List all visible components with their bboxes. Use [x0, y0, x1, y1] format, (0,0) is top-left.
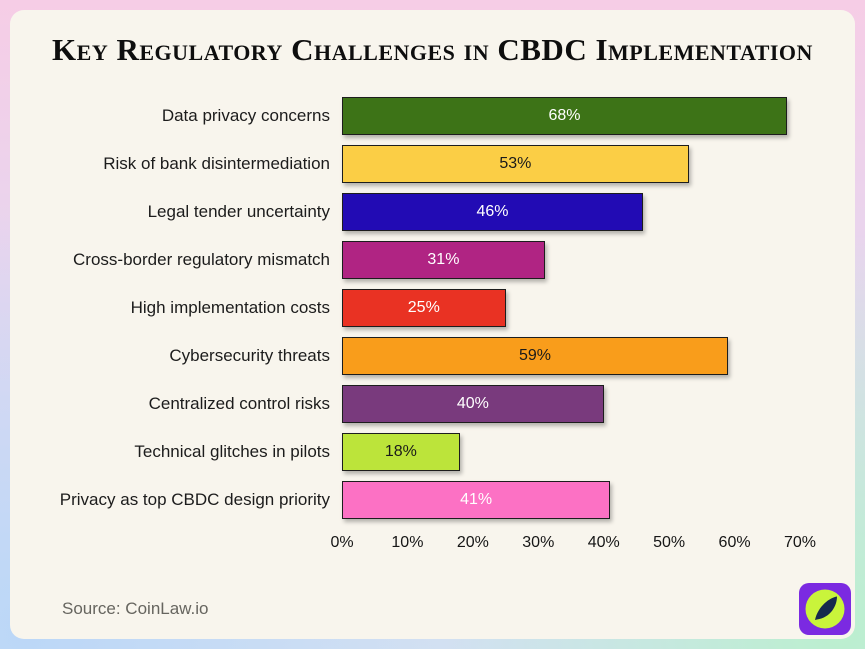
bar-value-label: 59% [518, 347, 552, 364]
bar-value-label: 53% [499, 155, 532, 172]
bar-track: 40% [342, 385, 800, 423]
bar-label: Centralized control risks [148, 394, 330, 413]
bar-value-label: 25% [407, 299, 440, 316]
bar-row: Privacy as top CBDC design priority 41% [32, 476, 855, 524]
x-axis-tick-label: 60% [718, 534, 751, 551]
bar-value-label: 40% [456, 395, 489, 412]
x-axis-tick-label: 20% [456, 534, 489, 551]
bar: 68% [342, 97, 787, 135]
chart-title: Key Regulatory Challenges in CBDC Implem… [52, 32, 813, 67]
x-axis-tick-label: 30% [522, 534, 555, 551]
bar-label: Legal tender uncertainty [147, 202, 330, 221]
bar-value-label: 31% [427, 251, 460, 268]
bar-row: Technical glitches in pilots 18% [32, 428, 855, 476]
bar-track: 31% [342, 241, 800, 279]
bar-track: 18% [342, 433, 800, 471]
bar-row: Cybersecurity threats 59% [32, 332, 855, 380]
x-axis-tick-label: 10% [391, 534, 424, 551]
bar-track: 25% [342, 289, 800, 327]
bar: 53% [342, 145, 689, 183]
x-axis: 0% 10% 20% 30% 40% 50% 60% 70% [330, 532, 816, 558]
bar-chart: Data privacy concerns 68% Risk of bank dis… [32, 92, 855, 558]
bar-value-label: 46% [476, 203, 509, 220]
bar-label: Privacy as top CBDC design priority [59, 490, 330, 509]
bar-row: Legal tender uncertainty 46% [32, 188, 855, 236]
bar-value-label: 18% [384, 443, 417, 460]
bar: 18% [342, 433, 460, 471]
bar: 25% [342, 289, 506, 327]
x-axis-tick-label: 40% [587, 534, 620, 551]
bar-row: Risk of bank disintermediation 53% [32, 140, 855, 188]
bar-label: Technical glitches in pilots [134, 442, 330, 461]
bar-row: Centralized control risks 40% [32, 380, 855, 428]
bar: 46% [342, 193, 643, 231]
coinlaw-logo-icon [799, 583, 851, 635]
chart-rows: Data privacy concerns 68% Risk of bank dis… [32, 92, 855, 524]
coinlaw-logo [799, 583, 851, 635]
bar-label: Cross-border regulatory mismatch [73, 250, 330, 269]
x-axis-tick-label: 70% [783, 534, 817, 551]
x-axis-tick-label: 50% [653, 534, 686, 551]
bar: 41% [342, 481, 611, 519]
bar-track: 46% [342, 193, 800, 231]
bar-track: 53% [342, 145, 800, 183]
bar-track: 59% [342, 337, 800, 375]
bar: 59% [342, 337, 729, 375]
bar-track: 68% [342, 97, 800, 135]
bar-row: Cross-border regulatory mismatch 31% [32, 236, 855, 284]
bar: 40% [342, 385, 604, 423]
bar-label: Cybersecurity threats [169, 346, 330, 365]
bar-label: Data privacy concerns [161, 106, 330, 125]
bar-label: High implementation costs [130, 298, 330, 317]
source-text: Source: CoinLaw.io [62, 599, 209, 618]
bar-value-label: 41% [460, 491, 493, 508]
bar-label: Risk of bank disintermediation [103, 154, 330, 173]
bar: 31% [342, 241, 545, 279]
bar-track: 41% [342, 481, 800, 519]
chart-card: Key Regulatory Challenges in CBDC Implem… [10, 10, 855, 639]
bar-row: High implementation costs 25% [32, 284, 855, 332]
bar-value-label: 68% [548, 107, 581, 124]
bar-row: Data privacy concerns 68% [32, 92, 855, 140]
x-axis-tick-label: 0% [330, 534, 354, 551]
